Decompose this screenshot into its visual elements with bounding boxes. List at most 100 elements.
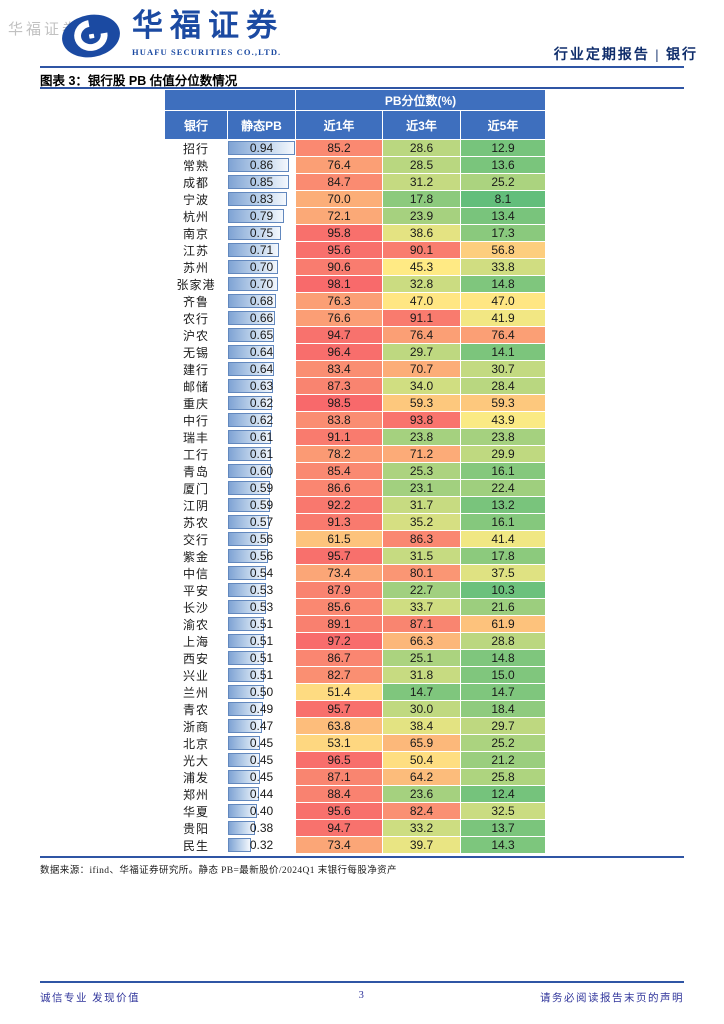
percentile-cell-5y: 56.8 — [461, 242, 546, 259]
bank-name-cell: 浙商 — [165, 718, 228, 735]
percentile-cell-5y: 16.1 — [461, 514, 546, 531]
static-pb-cell: 0.51 — [228, 650, 296, 667]
percentile-cell-5y: 47.0 — [461, 293, 546, 310]
percentile-cell-1y: 63.8 — [296, 718, 383, 735]
percentile-cell-1y: 84.7 — [296, 174, 383, 191]
percentile-cell-5y: 28.4 — [461, 378, 546, 395]
pb-data-bar — [228, 175, 289, 189]
percentile-cell-3y: 31.2 — [383, 174, 461, 191]
bank-name-cell: 交行 — [165, 531, 228, 548]
bank-name-cell: 苏农 — [165, 514, 228, 531]
bank-name-cell: 长沙 — [165, 599, 228, 616]
percentile-cell-5y: 14.1 — [461, 344, 546, 361]
percentile-cell-3y: 33.7 — [383, 599, 461, 616]
percentile-cell-1y: 95.6 — [296, 242, 383, 259]
percentile-cell-5y: 16.1 — [461, 463, 546, 480]
percentile-cell-3y: 64.2 — [383, 769, 461, 786]
bank-name-cell: 工行 — [165, 446, 228, 463]
percentile-cell-1y: 96.5 — [296, 752, 383, 769]
percentile-cell-5y: 14.8 — [461, 650, 546, 667]
percentile-cell-5y: 13.6 — [461, 157, 546, 174]
pb-data-bar — [228, 600, 266, 614]
pb-data-bar — [228, 226, 282, 240]
percentile-cell-3y: 80.1 — [383, 565, 461, 582]
pb-data-bar — [228, 345, 274, 359]
percentile-cell-3y: 47.0 — [383, 293, 461, 310]
pb-data-bar — [228, 821, 256, 835]
bank-name-cell: 北京 — [165, 735, 228, 752]
percentile-cell-3y: 25.3 — [383, 463, 461, 480]
pb-table: PB分位数(%) 银行 静态PB 近1年 近3年 近5年 招行 0.94 85.2 2… — [165, 90, 546, 854]
percentile-cell-5y: 21.6 — [461, 599, 546, 616]
bank-name-cell: 宁波 — [165, 191, 228, 208]
static-pb-cell: 0.60 — [228, 463, 296, 480]
report-category-label: 行业定期报告 | 银行 — [553, 48, 698, 63]
percentile-cell-1y: 83.4 — [296, 361, 383, 378]
percentile-cell-3y: 32.8 — [383, 276, 461, 293]
static-pb-cell: 0.86 — [228, 157, 296, 174]
pb-data-bar — [228, 379, 273, 393]
column-header-static-pb: 静态PB — [228, 111, 296, 140]
logo-text-block: 华福证券 HUAFU SECURITIES CO.,LTD. — [132, 8, 284, 57]
static-pb-cell: 0.51 — [228, 616, 296, 633]
percentile-cell-1y: 70.0 — [296, 191, 383, 208]
figure-top-rule — [40, 87, 684, 89]
percentile-cell-5y: 76.4 — [461, 327, 546, 344]
footer-divider-line — [40, 981, 684, 983]
percentile-cell-3y: 38.4 — [383, 718, 461, 735]
pb-data-bar — [228, 243, 279, 257]
percentile-cell-5y: 25.2 — [461, 735, 546, 752]
bank-name-cell: 中行 — [165, 412, 228, 429]
percentile-cell-5y: 32.5 — [461, 803, 546, 820]
figure-title: 图表 3：银行股 PB 估值分位数情况 — [40, 74, 238, 88]
percentile-cell-5y: 30.7 — [461, 361, 546, 378]
bank-name-cell: 西安 — [165, 650, 228, 667]
percentile-cell-1y: 94.7 — [296, 327, 383, 344]
percentile-cell-5y: 29.7 — [461, 718, 546, 735]
percentile-cell-5y: 12.4 — [461, 786, 546, 803]
percentile-cell-3y: 86.3 — [383, 531, 461, 548]
static-pb-cell: 0.59 — [228, 480, 296, 497]
static-pb-cell: 0.62 — [228, 395, 296, 412]
static-pb-cell: 0.71 — [228, 242, 296, 259]
percentile-cell-5y: 25.2 — [461, 174, 546, 191]
percentile-cell-1y: 85.4 — [296, 463, 383, 480]
bank-name-cell: 齐鲁 — [165, 293, 228, 310]
static-pb-cell: 0.62 — [228, 412, 296, 429]
percentile-cell-1y: 76.4 — [296, 157, 383, 174]
footer-disclaimer: 请务必阅读报告末页的声明 — [540, 993, 684, 1004]
bank-name-cell: 农行 — [165, 310, 228, 327]
logo-en-text: HUAFU SECURITIES CO.,LTD. — [132, 47, 282, 57]
static-pb-cell: 0.54 — [228, 565, 296, 582]
bank-name-cell: 常熟 — [165, 157, 228, 174]
bank-name-cell: 紫金 — [165, 548, 228, 565]
percentile-cell-5y: 23.8 — [461, 429, 546, 446]
bank-name-cell: 邮储 — [165, 378, 228, 395]
static-pb-cell: 0.51 — [228, 633, 296, 650]
percentile-cell-3y: 23.1 — [383, 480, 461, 497]
pb-data-bar — [228, 634, 265, 648]
static-pb-cell: 0.51 — [228, 667, 296, 684]
percentile-cell-3y: 31.7 — [383, 497, 461, 514]
static-pb-cell: 0.50 — [228, 684, 296, 701]
percentile-cell-3y: 22.7 — [383, 582, 461, 599]
percentile-cell-3y: 50.4 — [383, 752, 461, 769]
bank-name-cell: 民生 — [165, 837, 228, 854]
static-pb-cell: 0.45 — [228, 752, 296, 769]
static-pb-cell: 0.70 — [228, 276, 296, 293]
percentile-cell-1y: 87.3 — [296, 378, 383, 395]
percentile-cell-5y: 59.3 — [461, 395, 546, 412]
huafu-logo: 华福证券 HUAFU SECURITIES CO.,LTD. — [60, 8, 284, 64]
percentile-cell-3y: 39.7 — [383, 837, 461, 854]
bank-name-cell: 南京 — [165, 225, 228, 242]
static-pb-cell: 0.40 — [228, 803, 296, 820]
percentile-cell-5y: 25.8 — [461, 769, 546, 786]
percentile-cell-3y: 76.4 — [383, 327, 461, 344]
percentile-cell-3y: 66.3 — [383, 633, 461, 650]
pb-data-bar — [228, 430, 272, 444]
pb-data-bar — [228, 294, 277, 308]
static-pb-cell: 0.45 — [228, 769, 296, 786]
percentile-cell-5y: 37.5 — [461, 565, 546, 582]
static-pb-cell: 0.70 — [228, 259, 296, 276]
percentile-cell-5y: 10.3 — [461, 582, 546, 599]
